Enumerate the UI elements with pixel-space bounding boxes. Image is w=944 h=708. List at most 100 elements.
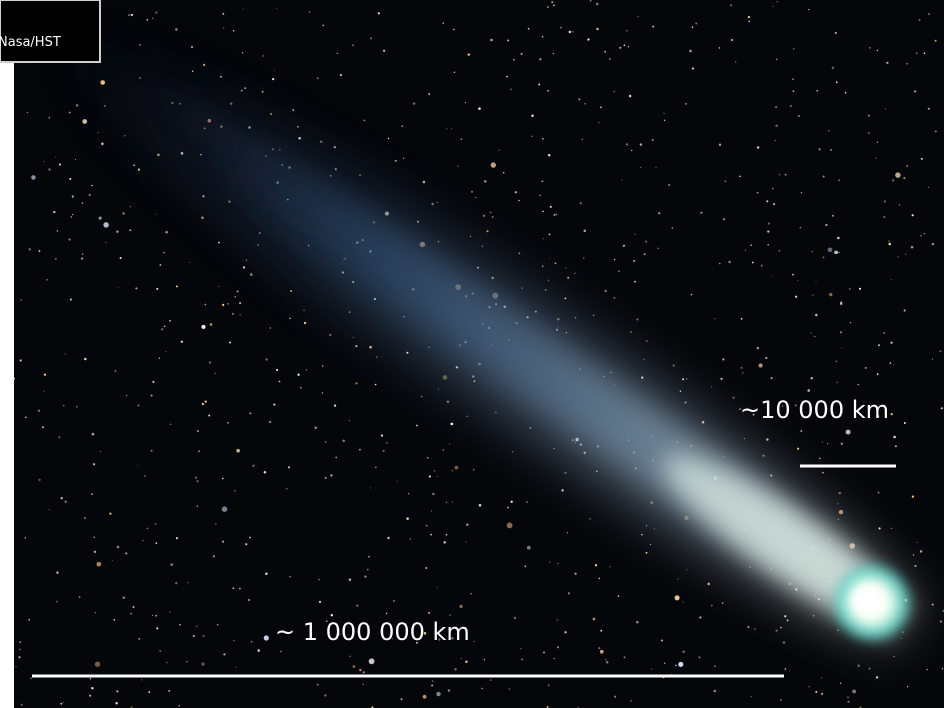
star (196, 625, 198, 627)
star (560, 26, 562, 29)
star (265, 572, 268, 576)
star (640, 167, 642, 169)
star (362, 683, 364, 686)
star (617, 270, 620, 273)
star (43, 373, 47, 376)
star (810, 377, 813, 380)
star (808, 686, 810, 688)
star (939, 620, 943, 623)
star (546, 6, 550, 9)
star (760, 264, 763, 267)
star (406, 517, 409, 520)
star (105, 242, 107, 244)
star (542, 238, 544, 240)
star (91, 687, 94, 690)
star (931, 358, 934, 360)
star (290, 289, 293, 292)
star (481, 687, 483, 690)
star (551, 0, 554, 4)
star (109, 512, 112, 515)
star (218, 285, 220, 288)
star (775, 124, 778, 128)
star (481, 245, 484, 248)
star (894, 445, 897, 448)
star (359, 174, 362, 177)
star (179, 623, 181, 626)
star (634, 233, 636, 235)
star (822, 471, 824, 474)
star (56, 230, 59, 232)
star (897, 256, 899, 258)
star (423, 632, 427, 635)
star (893, 364, 895, 366)
star (263, 471, 267, 474)
star (466, 523, 469, 526)
star (436, 201, 438, 204)
star (93, 536, 96, 539)
star (649, 543, 651, 545)
star (609, 565, 611, 568)
star (734, 61, 737, 63)
star (101, 142, 104, 146)
star (574, 272, 576, 275)
star (470, 190, 474, 193)
star (931, 242, 935, 246)
star (512, 451, 514, 453)
star (137, 404, 140, 407)
star (129, 205, 132, 208)
star (457, 165, 459, 167)
star (641, 533, 643, 536)
star (155, 11, 158, 14)
star (222, 540, 225, 543)
star (839, 302, 843, 306)
star (451, 501, 454, 503)
star (231, 312, 234, 315)
star (28, 618, 31, 621)
star (229, 102, 233, 105)
star (221, 477, 224, 480)
star (491, 215, 494, 218)
star (152, 380, 155, 383)
star (324, 441, 327, 443)
star (314, 426, 317, 429)
star (333, 145, 336, 149)
star (305, 369, 308, 371)
star (821, 441, 824, 443)
star (637, 15, 639, 18)
star (631, 149, 633, 152)
star (903, 422, 906, 424)
star (645, 340, 648, 343)
star (617, 595, 620, 597)
star (386, 442, 388, 444)
star (506, 522, 513, 529)
star (359, 668, 362, 672)
star (878, 344, 880, 347)
star (192, 634, 195, 638)
star (223, 27, 225, 29)
star (698, 656, 701, 659)
star (502, 171, 505, 174)
star (625, 143, 629, 146)
star (784, 615, 787, 618)
star (510, 500, 513, 503)
star (146, 527, 149, 530)
star (19, 648, 21, 651)
star (541, 180, 544, 183)
star (233, 639, 235, 642)
star (699, 616, 702, 619)
star (303, 309, 305, 312)
star (316, 77, 319, 80)
star (69, 298, 73, 301)
star (821, 692, 824, 695)
star (478, 107, 481, 110)
star (202, 63, 206, 67)
star (94, 611, 97, 614)
star (326, 620, 328, 622)
star (794, 295, 798, 298)
star (531, 114, 534, 118)
star (15, 666, 17, 668)
star (321, 365, 324, 367)
star (847, 700, 850, 703)
star (889, 362, 892, 364)
star (513, 58, 515, 61)
